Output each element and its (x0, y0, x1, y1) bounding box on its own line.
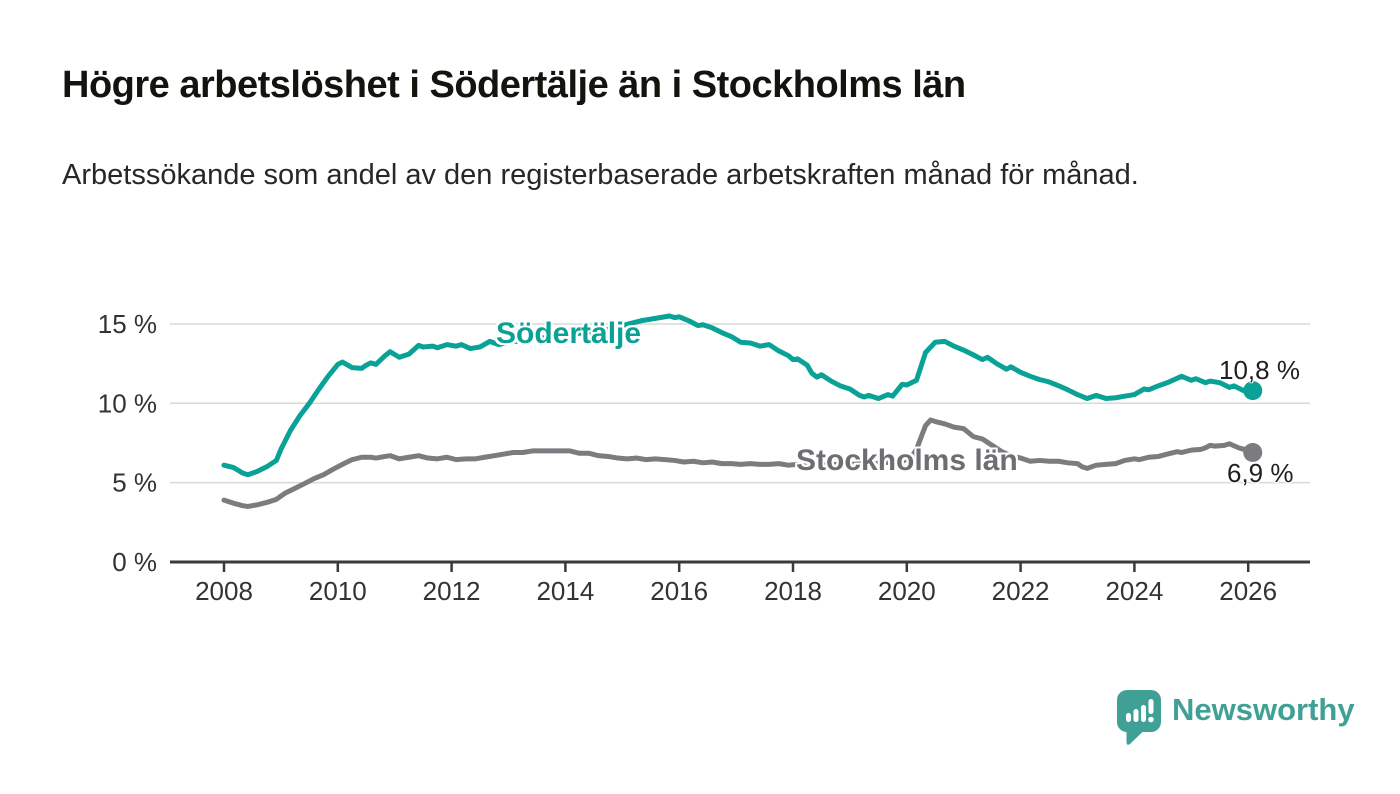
x-tick-label: 2016 (650, 576, 708, 606)
x-tick-label: 2008 (195, 576, 253, 606)
newsworthy-logo-icon (1117, 690, 1161, 745)
series-label-sodertalje: Södertälje (496, 317, 642, 350)
x-tick-label: 2026 (1219, 576, 1277, 606)
newsworthy-brand: Newsworthy (1117, 690, 1355, 746)
x-tick-label: 2022 (992, 576, 1050, 606)
series-line-stockholms-lan (221, 417, 1256, 509)
y-tick-label: 0 % (112, 547, 157, 577)
x-tick-label: 2018 (764, 576, 822, 606)
y-tick-label: 10 % (98, 388, 157, 418)
end-value-label-stockholms-lan: 6,9 % (1227, 458, 1294, 488)
end-value-label-sodertalje: 10,8 % (1219, 355, 1300, 385)
y-tick-label: 5 % (112, 468, 157, 498)
newsworthy-logo-text: Newsworthy (1172, 692, 1355, 727)
chart-subtitle: Arbetssökande som andel av den registerb… (62, 159, 1139, 191)
x-tick-label: 2012 (423, 576, 481, 606)
x-tick-label: 2014 (536, 576, 594, 606)
x-tick-label: 2024 (1105, 576, 1163, 606)
chart-title: Högre arbetslöshet i Södertälje än i Sto… (62, 64, 966, 106)
x-tick-label: 2010 (309, 576, 367, 606)
x-tick-label: 2020 (878, 576, 936, 606)
series-label-stockholms-lan: Stockholms län (796, 444, 1018, 477)
y-tick-label: 15 % (98, 309, 157, 339)
series-end-dot-stockholms-lan (1243, 442, 1263, 462)
series-line-sodertalje (221, 313, 1256, 478)
series-end-dot-sodertalje (1243, 381, 1263, 401)
